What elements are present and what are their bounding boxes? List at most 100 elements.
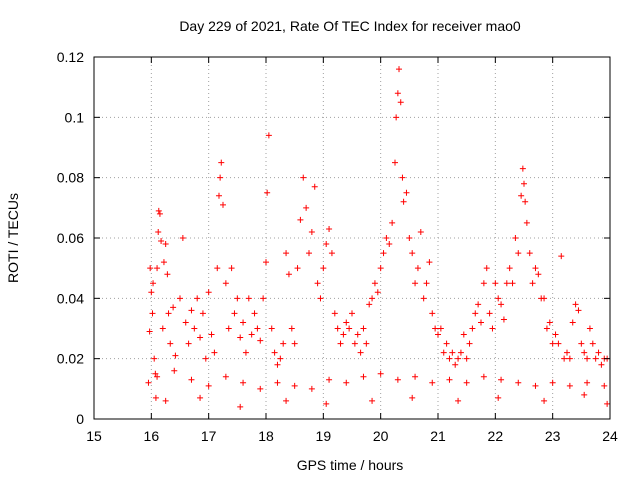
data-point: [417, 228, 424, 235]
y-tick-label: 0.06: [57, 230, 84, 246]
data-point: [466, 340, 473, 347]
data-point: [394, 90, 401, 97]
data-point: [158, 238, 165, 245]
data-point: [409, 394, 416, 401]
x-tick-label: 15: [86, 428, 102, 444]
data-point: [340, 331, 347, 338]
data-point: [584, 355, 591, 362]
data-point: [397, 99, 404, 106]
data-point: [283, 250, 290, 257]
data-point: [179, 235, 186, 241]
data-point: [152, 370, 159, 377]
data-point: [460, 331, 467, 338]
data-point: [521, 180, 527, 187]
data-point: [463, 355, 470, 362]
data-point: [400, 198, 407, 205]
data-point: [475, 301, 482, 308]
data-point: [564, 349, 570, 356]
data-point: [164, 271, 171, 278]
data-point: [343, 379, 350, 386]
data-point: [151, 355, 158, 362]
data-point: [377, 265, 384, 272]
data-point: [334, 325, 341, 332]
data-point: [509, 280, 516, 287]
data-point: [446, 355, 453, 362]
data-point: [248, 331, 255, 338]
data-point: [446, 376, 453, 383]
data-point: [274, 361, 281, 368]
grid-lines: [94, 57, 610, 419]
data-point: [558, 253, 565, 260]
data-point: [349, 310, 355, 317]
data-point: [291, 382, 298, 389]
data-point: [396, 66, 403, 73]
data-point: [199, 310, 206, 317]
data-point: [383, 235, 390, 241]
data-point: [191, 325, 198, 332]
data-point: [371, 280, 378, 287]
data-point: [393, 114, 400, 121]
y-axis-label: ROTI / TECUs: [5, 193, 21, 283]
data-point: [167, 340, 174, 347]
data-point: [435, 331, 441, 338]
data-point: [604, 400, 611, 407]
data-point: [165, 310, 172, 317]
data-point: [392, 159, 398, 166]
data-point: [532, 382, 539, 389]
data-point: [386, 241, 393, 248]
data-point: [589, 340, 596, 347]
data-point: [414, 265, 421, 272]
data-point: [274, 379, 281, 386]
data-point: [519, 165, 526, 172]
data-point: [277, 355, 284, 362]
data-point: [480, 280, 487, 287]
data-point: [437, 325, 444, 332]
x-tick-label: 24: [602, 428, 618, 444]
data-point: [148, 289, 155, 296]
data-points: [145, 66, 611, 410]
data-point: [208, 331, 215, 338]
data-point: [512, 235, 519, 241]
data-point: [172, 352, 179, 359]
data-point: [432, 325, 439, 332]
data-point: [280, 340, 287, 347]
data-point: [170, 304, 177, 311]
data-point: [159, 325, 166, 332]
data-point: [205, 382, 212, 389]
data-point: [260, 295, 267, 302]
data-point: [546, 319, 553, 326]
data-point: [409, 250, 416, 257]
data-point: [228, 265, 235, 272]
data-point: [197, 334, 204, 341]
data-point: [374, 289, 381, 296]
data-point: [518, 192, 525, 199]
data-point: [320, 265, 327, 272]
data-point: [271, 349, 278, 356]
data-point: [369, 295, 376, 302]
data-point: [523, 219, 530, 226]
data-point: [406, 235, 413, 241]
data-point: [217, 174, 224, 181]
data-point: [155, 228, 162, 235]
data-point: [566, 355, 573, 362]
data-point: [394, 376, 401, 383]
data-point: [154, 265, 161, 272]
data-point: [242, 349, 249, 356]
data-point: [478, 319, 484, 326]
data-point: [549, 340, 556, 347]
data-point: [472, 310, 479, 317]
data-point: [541, 397, 548, 404]
data-point: [317, 295, 324, 302]
data-point: [535, 271, 542, 278]
data-point: [515, 250, 522, 257]
data-point: [357, 349, 364, 356]
data-point: [265, 132, 272, 139]
data-point: [300, 174, 307, 181]
data-point: [420, 295, 427, 302]
data-point: [354, 331, 361, 338]
data-point: [503, 280, 510, 287]
data-point: [202, 355, 209, 362]
data-point: [237, 403, 244, 410]
data-point: [323, 241, 330, 248]
data-point: [194, 295, 201, 302]
